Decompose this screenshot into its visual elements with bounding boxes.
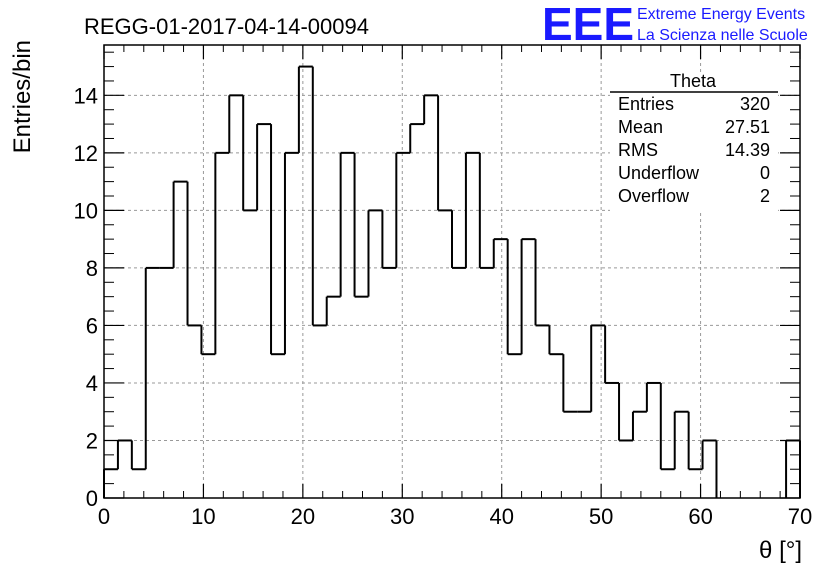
logo-line-1: Extreme Energy Events <box>637 6 805 23</box>
y-tick-label: 10 <box>74 198 98 223</box>
y-tick-label: 4 <box>86 371 98 396</box>
y-tick-label: 8 <box>86 256 98 281</box>
histogram-bin <box>423 94 439 125</box>
histogram-bin <box>534 239 550 327</box>
histogram-bin <box>367 209 383 297</box>
stats-box-background <box>610 72 778 212</box>
plot-frame <box>103 44 801 499</box>
histogram-bin <box>130 440 146 471</box>
histogram-bin <box>631 410 647 441</box>
x-tick-label: 10 <box>191 504 215 529</box>
x-tick-label: 0 <box>98 504 110 529</box>
histogram-bin <box>687 411 703 471</box>
y-tick-label: 0 <box>86 486 98 511</box>
stats-value-entries: 320 <box>740 94 770 114</box>
y-tick-label: 2 <box>86 428 98 453</box>
histogram-bin <box>256 123 272 211</box>
histogram-bin <box>548 325 564 356</box>
histogram-bin <box>492 238 508 268</box>
stats-label-mean: Mean <box>618 117 663 137</box>
histogram-bin <box>464 151 480 268</box>
stats-value-underflow: 0 <box>760 163 770 183</box>
histogram-bin <box>200 325 216 356</box>
histogram-bin <box>659 382 675 471</box>
histogram-bin <box>214 151 230 355</box>
x-tick-label: 40 <box>489 504 513 529</box>
y-tick-label: 14 <box>74 83 98 108</box>
histogram-bin <box>437 95 452 212</box>
axis-ticks <box>103 45 801 499</box>
histogram-bin <box>339 151 355 297</box>
histogram-bars <box>103 65 801 498</box>
x-tick-label: 30 <box>390 504 414 529</box>
histogram-bin <box>478 152 494 269</box>
stats-value-rms: 14.39 <box>725 140 770 160</box>
stats-label-underflow: Underflow <box>618 163 700 183</box>
stats-label-entries: Entries <box>618 94 674 114</box>
histogram-bin <box>520 238 536 355</box>
logo-line-2: La Scienza nelle Scuole <box>637 27 808 44</box>
histogram-bin <box>562 354 578 413</box>
x-axis-title: θ [°] <box>759 537 802 564</box>
histogram-bin <box>242 95 258 212</box>
histogram-bin <box>283 151 299 355</box>
chart-title: REGG-01-2017-04-14-00094 <box>84 14 369 39</box>
histogram-bin <box>381 210 397 269</box>
x-tick-label: 60 <box>688 504 712 529</box>
histogram-bin <box>604 325 620 384</box>
x-tick-label: 70 <box>788 504 812 529</box>
histogram-bin <box>409 123 425 153</box>
histogram-bin <box>172 180 188 268</box>
histogram-bin <box>325 295 341 326</box>
histogram-bin <box>618 382 633 442</box>
histogram-bin <box>116 439 132 470</box>
stats-label-rms: RMS <box>618 140 658 160</box>
histogram-bin <box>270 124 285 356</box>
histogram-bin <box>228 94 244 153</box>
histogram-bin <box>701 439 717 470</box>
y-axis-title: Entries/bin <box>9 40 36 153</box>
x-tick-label: 50 <box>589 504 613 529</box>
histogram-bin <box>506 239 522 356</box>
histogram-bin <box>297 65 313 153</box>
y-tick-label: 6 <box>86 313 98 338</box>
histogram-bin <box>353 152 369 298</box>
histogram-bin <box>395 151 411 268</box>
x-tick-label: 20 <box>291 504 315 529</box>
y-tick-label: 12 <box>74 141 98 166</box>
histogram-bin <box>186 181 202 327</box>
histogram-bin <box>311 66 327 327</box>
histogram-bin <box>451 210 466 269</box>
histogram-bin <box>673 410 689 470</box>
stats-value-mean: 27.51 <box>725 117 770 137</box>
eee-logo-mark: EEE <box>542 0 634 50</box>
histogram-bin <box>144 266 160 470</box>
histogram-bin <box>645 381 661 412</box>
histogram-bin <box>590 324 606 412</box>
stats-value-overflow: 2 <box>760 186 770 206</box>
stats-box: Theta Entries 320 Mean 27.51 RMS 14.39 U… <box>610 71 778 212</box>
stats-box-title: Theta <box>670 71 717 91</box>
stats-label-overflow: Overflow <box>618 186 690 206</box>
